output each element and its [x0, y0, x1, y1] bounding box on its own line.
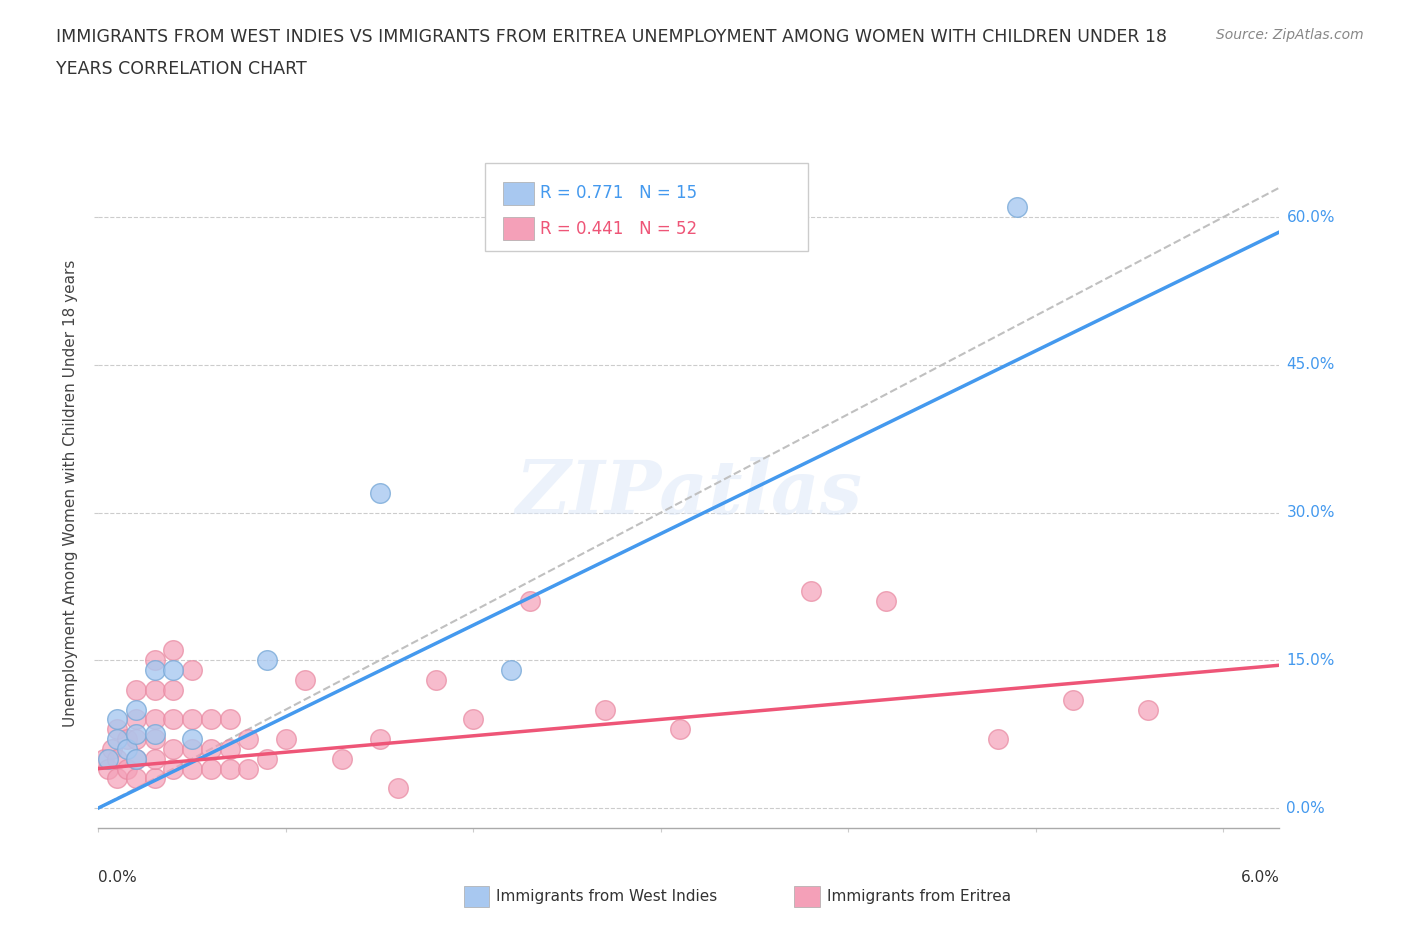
Point — [125, 751, 148, 766]
Point — [105, 722, 128, 737]
Point — [162, 663, 184, 678]
Text: Source: ZipAtlas.com: Source: ZipAtlas.com — [1216, 28, 1364, 42]
Text: 0.0%: 0.0% — [98, 870, 138, 884]
Point — [238, 732, 260, 747]
Point — [181, 741, 204, 756]
Text: YEARS CORRELATION CHART: YEARS CORRELATION CHART — [56, 60, 307, 78]
Point — [200, 741, 222, 756]
Point — [125, 712, 148, 727]
Point — [987, 732, 1010, 747]
Point — [143, 683, 166, 698]
Point — [143, 712, 166, 727]
Y-axis label: Unemployment Among Women with Children Under 18 years: Unemployment Among Women with Children U… — [63, 259, 79, 726]
Point — [143, 663, 166, 678]
Text: R = 0.441   N = 52: R = 0.441 N = 52 — [540, 219, 697, 238]
Point — [105, 771, 128, 786]
Point — [105, 751, 128, 766]
Text: 45.0%: 45.0% — [1286, 357, 1334, 372]
Point — [181, 761, 204, 776]
Point — [93, 751, 115, 766]
Point — [256, 751, 278, 766]
Text: Immigrants from Eritrea: Immigrants from Eritrea — [827, 889, 1011, 904]
Point — [162, 761, 184, 776]
Point — [115, 741, 138, 756]
Point — [115, 732, 138, 747]
Point — [162, 683, 184, 698]
Point — [181, 732, 204, 747]
Text: 6.0%: 6.0% — [1240, 870, 1279, 884]
Point — [143, 653, 166, 668]
Point — [97, 751, 120, 766]
Point — [593, 702, 616, 717]
Point — [143, 771, 166, 786]
Text: 15.0%: 15.0% — [1286, 653, 1334, 668]
Point — [463, 712, 485, 727]
Point — [97, 761, 120, 776]
Point — [425, 672, 447, 687]
Text: 30.0%: 30.0% — [1286, 505, 1334, 520]
Point — [875, 593, 897, 608]
Point — [125, 702, 148, 717]
Point — [294, 672, 316, 687]
Text: IMMIGRANTS FROM WEST INDIES VS IMMIGRANTS FROM ERITREA UNEMPLOYMENT AMONG WOMEN : IMMIGRANTS FROM WEST INDIES VS IMMIGRANT… — [56, 28, 1167, 46]
Point — [668, 722, 690, 737]
Point — [218, 761, 240, 776]
Point — [162, 643, 184, 658]
Point — [368, 732, 391, 747]
Point — [800, 584, 823, 599]
Point — [105, 732, 128, 747]
Point — [274, 732, 297, 747]
Point — [1005, 200, 1028, 215]
Point — [162, 741, 184, 756]
Point — [125, 751, 148, 766]
Point — [143, 732, 166, 747]
Point — [143, 726, 166, 741]
Point — [200, 712, 222, 727]
Point — [115, 761, 138, 776]
Point — [162, 712, 184, 727]
Text: 60.0%: 60.0% — [1286, 209, 1334, 225]
Point — [238, 761, 260, 776]
Text: R = 0.771   N = 15: R = 0.771 N = 15 — [540, 184, 697, 203]
Point — [218, 712, 240, 727]
Point — [143, 751, 166, 766]
Point — [125, 732, 148, 747]
Point — [1062, 692, 1084, 707]
Text: Immigrants from West Indies: Immigrants from West Indies — [496, 889, 717, 904]
Point — [181, 712, 204, 727]
Text: ZIPatlas: ZIPatlas — [516, 457, 862, 529]
Point — [330, 751, 353, 766]
Point — [125, 771, 148, 786]
Point — [499, 663, 522, 678]
Point — [125, 726, 148, 741]
Point — [100, 741, 122, 756]
Point — [181, 663, 204, 678]
Point — [387, 781, 409, 796]
Point — [368, 485, 391, 500]
Point — [125, 683, 148, 698]
Point — [200, 761, 222, 776]
Point — [1137, 702, 1160, 717]
Point — [256, 653, 278, 668]
Text: 0.0%: 0.0% — [1286, 801, 1326, 816]
Point — [218, 741, 240, 756]
Point — [105, 712, 128, 727]
Point — [519, 593, 541, 608]
